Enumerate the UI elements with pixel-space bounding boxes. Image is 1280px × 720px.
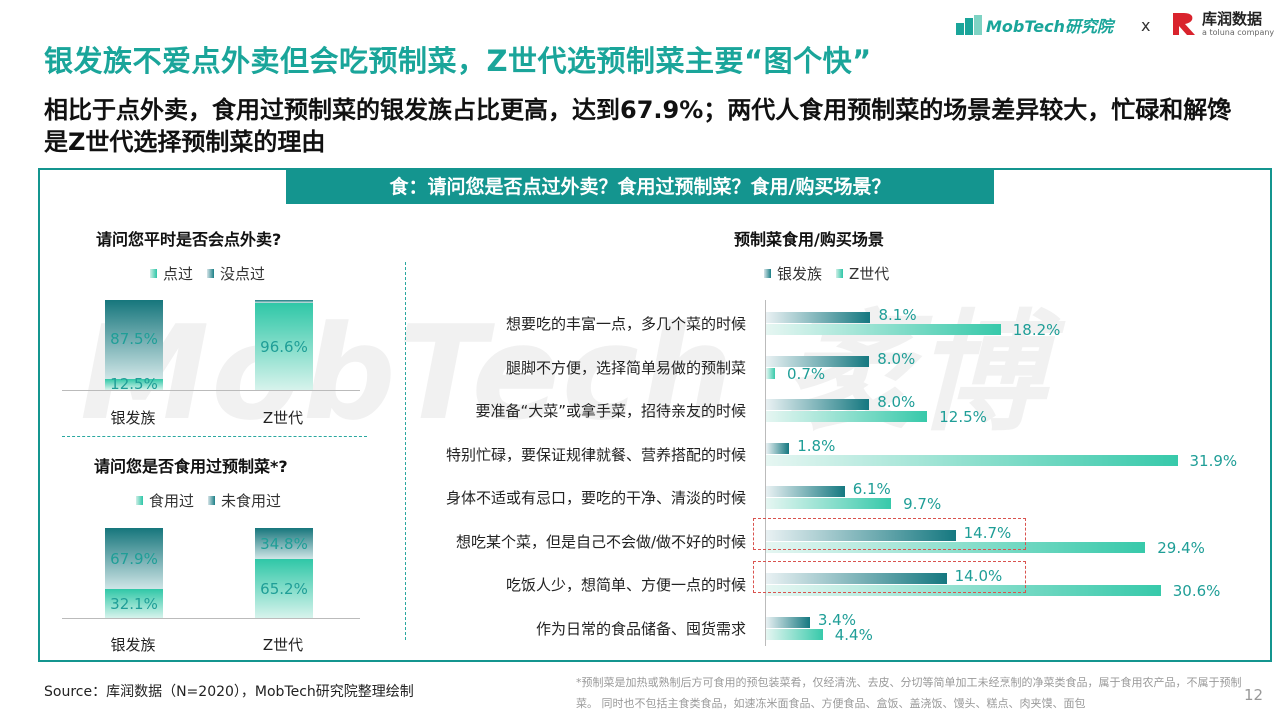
stacked-bar-segment (105, 378, 163, 390)
stacked-bar-segment (255, 528, 313, 560)
chart-prepared-legend: 食用过 未食用过 (136, 490, 281, 511)
source-text: Source：库润数据（N=2020），MobTech研究院整理绘制 (44, 684, 414, 700)
content-panel (38, 168, 1272, 662)
mobtech-logo-icon (956, 15, 982, 35)
horizontal-divider (62, 436, 367, 437)
data-label: 87.5% (110, 330, 158, 349)
stacked-bar-segment (255, 300, 313, 304)
legend-label: 没点过 (220, 265, 266, 283)
kurun-logo: 库润数据 a toluna company (1170, 10, 1274, 38)
stacked-bar-segment (255, 303, 313, 390)
legend-swatch (764, 269, 771, 278)
kurun-logo-icon (1173, 13, 1195, 35)
stacked-bar-segment (105, 589, 163, 618)
x-tick-label: 银发族 (110, 636, 156, 654)
legend-label: Z世代 (849, 265, 890, 283)
mobtech-logo: MobTech研究院 (956, 10, 1113, 40)
chart-takeout-axis (62, 390, 360, 391)
chart-takeout-legend: 点过 没点过 (150, 263, 265, 284)
x-tick-label: 银发族 (110, 409, 156, 427)
stacked-bar-segment (255, 559, 313, 618)
vertical-divider (405, 262, 406, 640)
legend-swatch (836, 269, 844, 278)
brand-separator: x (1141, 16, 1151, 35)
page-subtitle: 相比于点外卖，食用过预制菜的银发族占比更高，达到67.9%；两代人食用预制菜的场… (44, 96, 1232, 156)
data-label: 12.5% (110, 375, 158, 394)
legend-swatch (207, 269, 215, 278)
data-label: 32.1% (110, 594, 158, 613)
footnote: *预制菜是加热或熟制后方可食用的预包装菜肴，仅经清洗、去皮、分切等简单加工未经烹… (576, 676, 1242, 710)
page-number: 12 (1244, 686, 1264, 704)
chart-prepared: 67.9% 32.1% 34.8% 65.2% (62, 528, 360, 618)
chart-scenario-title: 预制菜食用/购买场景 (734, 230, 884, 249)
chart-takeout-title: 请问您平时是否会点外卖? (96, 230, 282, 249)
legend-swatch (208, 496, 216, 505)
legend-swatch (150, 269, 157, 278)
kurun-logo-text: 库润数据 (1202, 9, 1263, 28)
mobtech-logo-text: MobTech研究院 (986, 17, 1113, 36)
chart-prepared-title: 请问您是否食用过预制菜*? (94, 457, 288, 476)
data-label: 67.9% (110, 549, 158, 568)
chart-scenario-axis (765, 300, 766, 646)
chart-prepared-axis (62, 618, 360, 619)
kurun-logo-subtext: a toluna company (1202, 27, 1275, 37)
data-label: 34.8% (260, 534, 308, 553)
page-title: 银发族不爱点外卖但会吃预制菜，Z世代选预制菜主要“图个快” (44, 44, 872, 78)
legend-label: 点过 (163, 265, 194, 283)
stacked-bar-segment (105, 300, 163, 379)
chart-scenario-legend: 银发族 Z世代 (764, 263, 889, 284)
data-label: 96.6% (260, 337, 308, 356)
chart-takeout: 87.5% 12.5% 96.6% (62, 300, 360, 394)
legend-label: 银发族 (777, 265, 823, 283)
stacked-bar-segment (105, 528, 163, 590)
x-tick-label: Z世代 (262, 409, 304, 427)
question-bar: 食：请问您是否点过外卖？食用过预制菜？食用/购买场景？ (286, 170, 994, 204)
data-label: 65.2% (260, 579, 308, 598)
legend-swatch (136, 496, 143, 505)
x-tick-label: Z世代 (262, 636, 304, 654)
legend-label: 食用过 (149, 492, 195, 510)
watermark: MobTech 袤博 (80, 297, 1047, 449)
legend-label: 未食用过 (221, 492, 282, 510)
